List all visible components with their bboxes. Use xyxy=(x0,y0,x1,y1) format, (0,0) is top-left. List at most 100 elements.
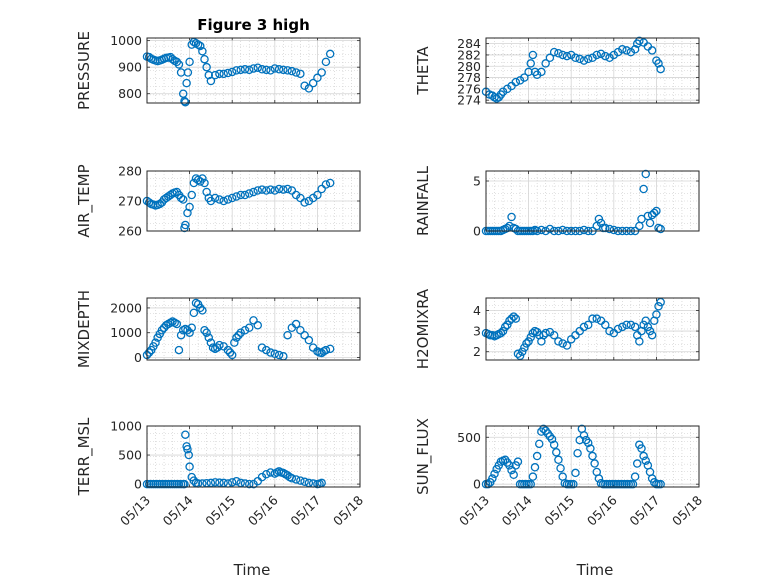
y-axis-label: H2OMIXRA xyxy=(414,288,432,369)
data-point xyxy=(515,351,525,361)
axes-box xyxy=(146,425,361,488)
data-point xyxy=(176,193,186,203)
data-point xyxy=(172,57,182,67)
data-point xyxy=(594,474,604,483)
data-point xyxy=(483,479,493,489)
data-point xyxy=(635,36,644,46)
y-tick-label: 2 xyxy=(473,344,481,359)
data-point xyxy=(601,51,610,61)
data-point xyxy=(635,337,644,346)
data-point xyxy=(325,178,335,188)
data-point xyxy=(210,478,220,487)
data-point xyxy=(549,440,559,450)
axes-box xyxy=(485,425,700,488)
data-point xyxy=(180,96,189,106)
data-point xyxy=(300,477,309,487)
data-point xyxy=(558,339,567,348)
data-point xyxy=(498,326,508,336)
plot-area xyxy=(486,426,699,487)
y-tick-label: 0 xyxy=(473,224,481,239)
data-point xyxy=(204,70,214,80)
y-axis-label: MIXDEPTH xyxy=(75,290,93,368)
y-axis-label: AIR_TEMP xyxy=(75,164,94,237)
data-point xyxy=(176,330,186,340)
data-point xyxy=(230,338,239,347)
data-point xyxy=(253,63,263,72)
y-axis-label: SUN_FLUX xyxy=(414,418,433,495)
data-point xyxy=(225,348,235,357)
data-point xyxy=(183,444,192,454)
data-point xyxy=(541,328,550,338)
data-point xyxy=(503,84,512,94)
data-point xyxy=(321,345,331,355)
data-point xyxy=(185,57,194,67)
data-point xyxy=(654,302,663,311)
data-point xyxy=(195,303,205,313)
plot-area xyxy=(147,38,360,103)
data-point xyxy=(507,212,516,222)
data-point xyxy=(639,451,648,461)
data-point xyxy=(308,78,318,88)
data-point xyxy=(236,65,245,75)
data-point xyxy=(566,50,576,60)
data-point xyxy=(296,325,305,335)
plot-area xyxy=(486,171,699,231)
data-point xyxy=(219,196,228,206)
x-axis-label-right: Time xyxy=(576,561,614,579)
data-point xyxy=(554,49,563,58)
data-point xyxy=(274,184,284,194)
data-point xyxy=(545,53,555,63)
data-point xyxy=(182,78,191,88)
data-point xyxy=(253,186,263,195)
data-point xyxy=(215,195,224,204)
data-point xyxy=(304,335,314,345)
data-point xyxy=(262,345,271,355)
y-tick-label: 260 xyxy=(118,224,142,239)
data-point xyxy=(270,349,280,359)
data-point xyxy=(571,53,580,63)
data-point xyxy=(507,314,516,323)
data-point xyxy=(605,53,614,63)
data-point xyxy=(511,77,521,87)
data-point xyxy=(579,225,589,235)
data-point xyxy=(571,468,580,478)
data-point xyxy=(605,326,614,336)
subplot-pressure: 800 900 1000 PRESSURE Figure 3 high xyxy=(75,16,361,110)
data-point xyxy=(174,60,184,69)
data-point xyxy=(296,69,305,79)
data-point xyxy=(590,459,599,468)
data-point xyxy=(643,322,653,332)
data-point xyxy=(639,184,648,194)
data-point xyxy=(535,439,544,449)
data-point xyxy=(232,333,241,342)
data-point xyxy=(227,67,237,77)
y-tick-label: 1000 xyxy=(110,33,142,48)
y-tick-label: 276 xyxy=(457,81,481,96)
data-point xyxy=(528,472,538,481)
data-point xyxy=(279,65,288,75)
data-point xyxy=(511,314,521,323)
data-point xyxy=(317,68,326,77)
data-point xyxy=(513,457,523,466)
x-axis-label-left: Time xyxy=(233,561,271,579)
data-point xyxy=(313,190,322,200)
data-point xyxy=(656,297,665,307)
series-points xyxy=(481,297,665,361)
axes-box xyxy=(146,297,361,361)
data-point xyxy=(639,320,648,330)
data-point xyxy=(588,451,597,461)
data-point xyxy=(647,46,657,55)
data-point xyxy=(300,81,309,91)
data-point xyxy=(618,45,627,54)
data-point xyxy=(647,330,657,340)
data-point xyxy=(244,189,254,198)
data-point xyxy=(287,474,297,483)
data-point xyxy=(552,448,561,457)
data-point xyxy=(287,66,297,76)
data-point xyxy=(184,450,193,460)
y-tick-label: 3 xyxy=(473,324,481,339)
data-point xyxy=(249,187,258,197)
series-points xyxy=(142,298,335,361)
data-point xyxy=(270,186,280,195)
data-point xyxy=(257,185,267,194)
